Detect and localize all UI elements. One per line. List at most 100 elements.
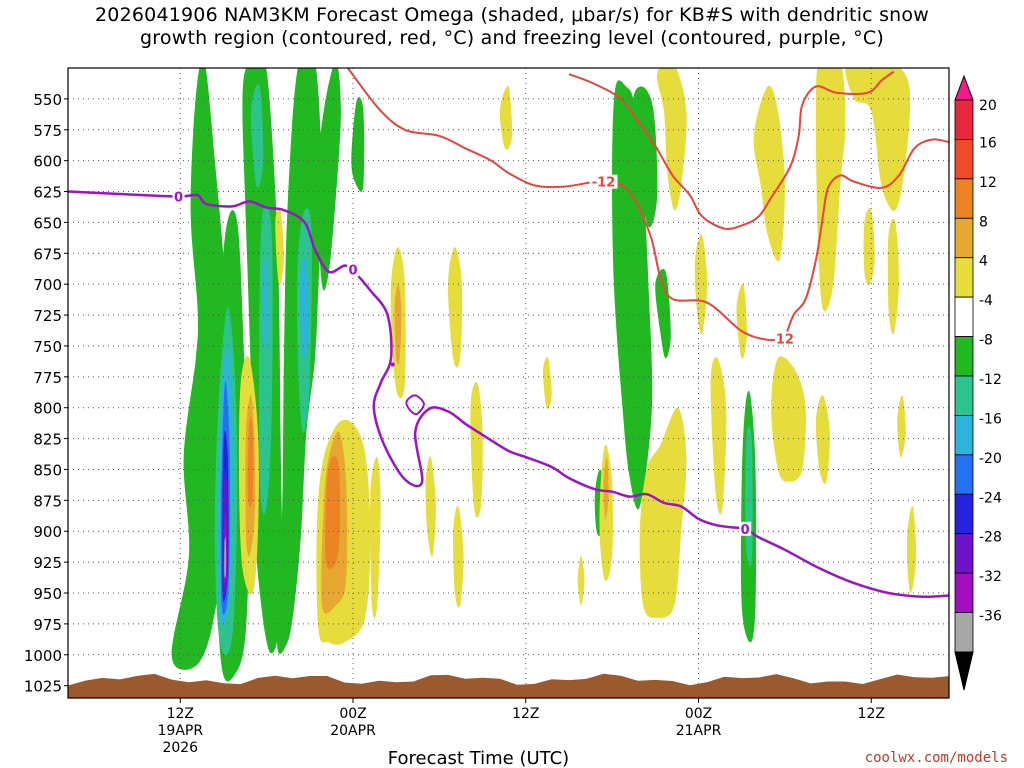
- x-tick-date-1: 20APR: [330, 723, 376, 739]
- y-tick-label-600: 600: [33, 153, 62, 171]
- contour-label-bg-1: [347, 262, 360, 277]
- y-tick-label-900: 900: [33, 523, 62, 541]
- contour-label-4: 12: [776, 333, 794, 348]
- omega-region-4-38: [694, 234, 708, 335]
- y-tick-label-575: 575: [33, 122, 62, 140]
- colorbar-swatch-3: [954, 217, 974, 259]
- omega-region-4-43: [815, 68, 846, 312]
- colorbar: 20 16 12 8 4 -4 -8 -12 -16 -20 -24 -28 -32 -36: [954, 74, 1002, 691]
- axes: 550 575 600 625 650 675 700 725 750 775 800 825 850 8…: [24, 67, 950, 768]
- x-tick-label-0: 12Z: [167, 706, 194, 722]
- omega-region-12-55: [325, 456, 341, 570]
- colorbar-swatch-12: [954, 572, 974, 613]
- colorbar-label-8: -16: [979, 411, 1002, 427]
- colorbar-label-13: -36: [979, 609, 1002, 625]
- freezing-level-contour: [68, 190, 949, 599]
- colorbar-label-6: -8: [979, 333, 993, 349]
- chart-title-line2: growth region (contoured, red, °C) and f…: [140, 27, 884, 49]
- colorbar-swatch-8: [954, 415, 974, 456]
- omega-region-4-30: [470, 381, 483, 518]
- x-tick-label-1: 00Z: [339, 706, 366, 722]
- omega-region-4-49: [897, 395, 906, 458]
- y-tick-label-1000: 1000: [24, 647, 62, 665]
- colorbar-swatch-13: [954, 612, 974, 653]
- freezing-level-loop: [405, 394, 425, 416]
- y-tick-label-1025: 1025: [24, 678, 62, 696]
- y-tick-label-700: 700: [33, 276, 62, 294]
- plot-content: 0 0 0 -12 12: [68, 68, 949, 698]
- omega-region-4-42: [771, 356, 806, 482]
- y-tick-label-725: 725: [33, 307, 62, 325]
- omega-region-4-50: [275, 207, 284, 286]
- omega-region-4-29: [447, 247, 463, 368]
- colorbar-label-1: 16: [979, 135, 997, 151]
- colorbar-swatch-11: [954, 533, 974, 574]
- plot-area: 0 0 0 -12 12: [68, 68, 949, 698]
- colorbar-swatch-6: [954, 336, 974, 377]
- contour-label-bg-0: [172, 189, 185, 204]
- x-axis-label: Forecast Time (UTC): [388, 748, 569, 768]
- omega-region-m8-4: [316, 68, 341, 291]
- omega-region-4-41: [753, 85, 785, 262]
- colorbar-bottom-arrow: [954, 651, 974, 691]
- colorbar-swatch-5: [954, 296, 974, 337]
- y-tick-label-550: 550: [33, 91, 62, 109]
- contour-label-bg-2: [739, 521, 752, 536]
- omega-region-4-48: [907, 505, 917, 594]
- omega-region-4-39: [710, 357, 727, 515]
- omega-region-4-44: [845, 68, 911, 211]
- omega-region-m12-12: [259, 205, 273, 514]
- dgz-contour-minus12-b: [568, 70, 895, 230]
- omega-region-m8-0: [171, 68, 229, 670]
- y-tick-label-850: 850: [33, 461, 62, 479]
- colorbar-swatch-9: [954, 454, 974, 495]
- contour-label-2: 0: [741, 523, 750, 538]
- omega-region-4-36: [639, 407, 687, 618]
- colorbar-label-7: -12: [979, 372, 1002, 388]
- colorbar-label-11: -28: [979, 530, 1002, 546]
- omega-region-m8-5: [351, 97, 365, 192]
- watermark: coolwx.com/models: [864, 750, 1008, 766]
- x-tick-date-0: 19APR: [158, 723, 204, 739]
- y-tick-label-950: 950: [33, 585, 62, 603]
- colorbar-label-9: -20: [979, 451, 1002, 467]
- y-tick-label-925: 925: [33, 554, 62, 572]
- omega-region-m36-23: [224, 537, 227, 578]
- y-tick-label-975: 975: [33, 616, 62, 634]
- omega-region-m8-8: [655, 268, 671, 359]
- y-tick-label-825: 825: [33, 431, 62, 449]
- dgz-contour-minus12-a: [347, 68, 786, 342]
- colorbar-swatch-1: [954, 139, 974, 180]
- omega-region-8-54: [603, 456, 609, 520]
- colorbar-swatch-0: [954, 99, 974, 140]
- contour-label-bg-4: [774, 331, 795, 346]
- terrain: [68, 673, 949, 698]
- contour-label-0: 0: [174, 190, 183, 205]
- x-tick-date-3: 21APR: [676, 723, 722, 739]
- freezing-level-dot: [390, 362, 395, 367]
- chart-title-line1: 2026041906 NAM3KM Forecast Omega (shaded…: [95, 4, 929, 26]
- x-tick-label-2: 12Z: [512, 706, 539, 722]
- omega-region-m16-17: [299, 258, 309, 360]
- y-tick-label-650: 650: [33, 214, 62, 232]
- omega-region-m12-14: [251, 84, 264, 188]
- omega-region-m12-15: [745, 426, 753, 567]
- omega-region-4-40: [736, 283, 747, 359]
- colorbar-label-5: -4: [979, 293, 993, 309]
- contour-label-bg-3: [589, 174, 618, 189]
- y-tick-label-875: 875: [33, 492, 62, 510]
- colorbar-label-3: 8: [979, 214, 988, 230]
- omega-region-m16-18: [263, 257, 269, 350]
- colorbar-swatch-7: [954, 375, 974, 416]
- y-tick-label-775: 775: [33, 369, 62, 387]
- colorbar-label-0: 20: [979, 98, 997, 114]
- y-tick-label-800: 800: [33, 400, 62, 418]
- chart-title: 2026041906 NAM3KM Forecast Omega (shaded…: [0, 4, 1024, 50]
- x-tick-year-0: 2026: [162, 740, 198, 756]
- y-tick-label-750: 750: [33, 338, 62, 356]
- omega-region-4-32: [499, 85, 513, 150]
- y-tick-label-625: 625: [33, 184, 62, 202]
- dgz-contour-minus12-c: [783, 138, 949, 339]
- omega-region-4-46: [863, 207, 875, 285]
- colorbar-label-2: 12: [979, 175, 997, 191]
